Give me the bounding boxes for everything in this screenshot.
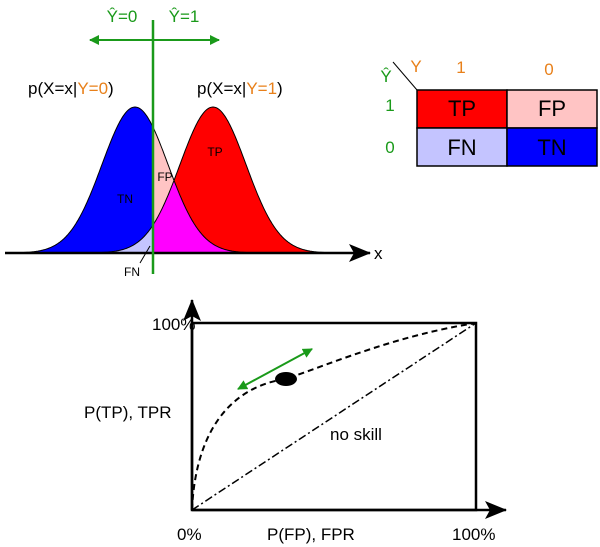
roc-diagonal-label: no skill — [330, 425, 382, 444]
region-label: TN — [117, 192, 133, 206]
row-label: 1 — [385, 96, 394, 115]
dist-label: p(X=x|Y=1) — [197, 79, 283, 98]
fn-area — [60, 225, 153, 253]
cell-text: TP — [448, 96, 476, 121]
predicted-header: Ŷ — [380, 67, 391, 86]
distribution-curves — [5, 106, 350, 254]
dist-suffix: ) — [108, 79, 114, 98]
region-label: FP — [157, 170, 172, 184]
cell-fp — [506, 89, 598, 129]
dist-prefix: p(X=x| — [197, 79, 246, 98]
roc-x-right: 100% — [452, 525, 495, 544]
tn-area — [5, 107, 153, 253]
cell-text: FP — [538, 96, 566, 121]
actual-header: Y — [410, 57, 421, 76]
right-label: Ŷ=1 — [169, 7, 200, 26]
left-label: Ŷ=0 — [107, 7, 138, 26]
row-label: 0 — [385, 138, 394, 157]
dist-condition: Y=0 — [77, 79, 108, 98]
cell-tn — [506, 127, 598, 167]
dist-label: p(X=x|Y=0) — [28, 79, 114, 98]
roc-x-label: P(FP), FPR — [267, 525, 355, 544]
column-label: 0 — [544, 60, 553, 79]
matrix-diagonal — [392, 61, 418, 91]
cell-text: TN — [537, 135, 566, 160]
dist-condition: Y=1 — [246, 79, 277, 98]
curve-y0 — [5, 106, 270, 254]
region-label: TP — [207, 145, 222, 159]
roc-y-top: 100% — [152, 315, 195, 334]
operating-point — [275, 372, 297, 386]
threshold-move-arrow — [237, 348, 313, 390]
dist-suffix: ) — [277, 79, 283, 98]
x-label: x — [374, 244, 383, 263]
roc-curve — [191, 322, 477, 511]
roc-x-left: 0% — [177, 525, 202, 544]
dist-prefix: p(X=x| — [28, 79, 77, 98]
cell-text: FN — [447, 135, 476, 160]
column-label: 1 — [456, 58, 465, 77]
overlap-area — [153, 180, 260, 253]
region-label: FN — [124, 265, 140, 279]
roc-y-label: P(TP), TPR — [84, 403, 172, 422]
fn-pointer — [139, 245, 151, 264]
no-skill-line — [191, 322, 477, 511]
